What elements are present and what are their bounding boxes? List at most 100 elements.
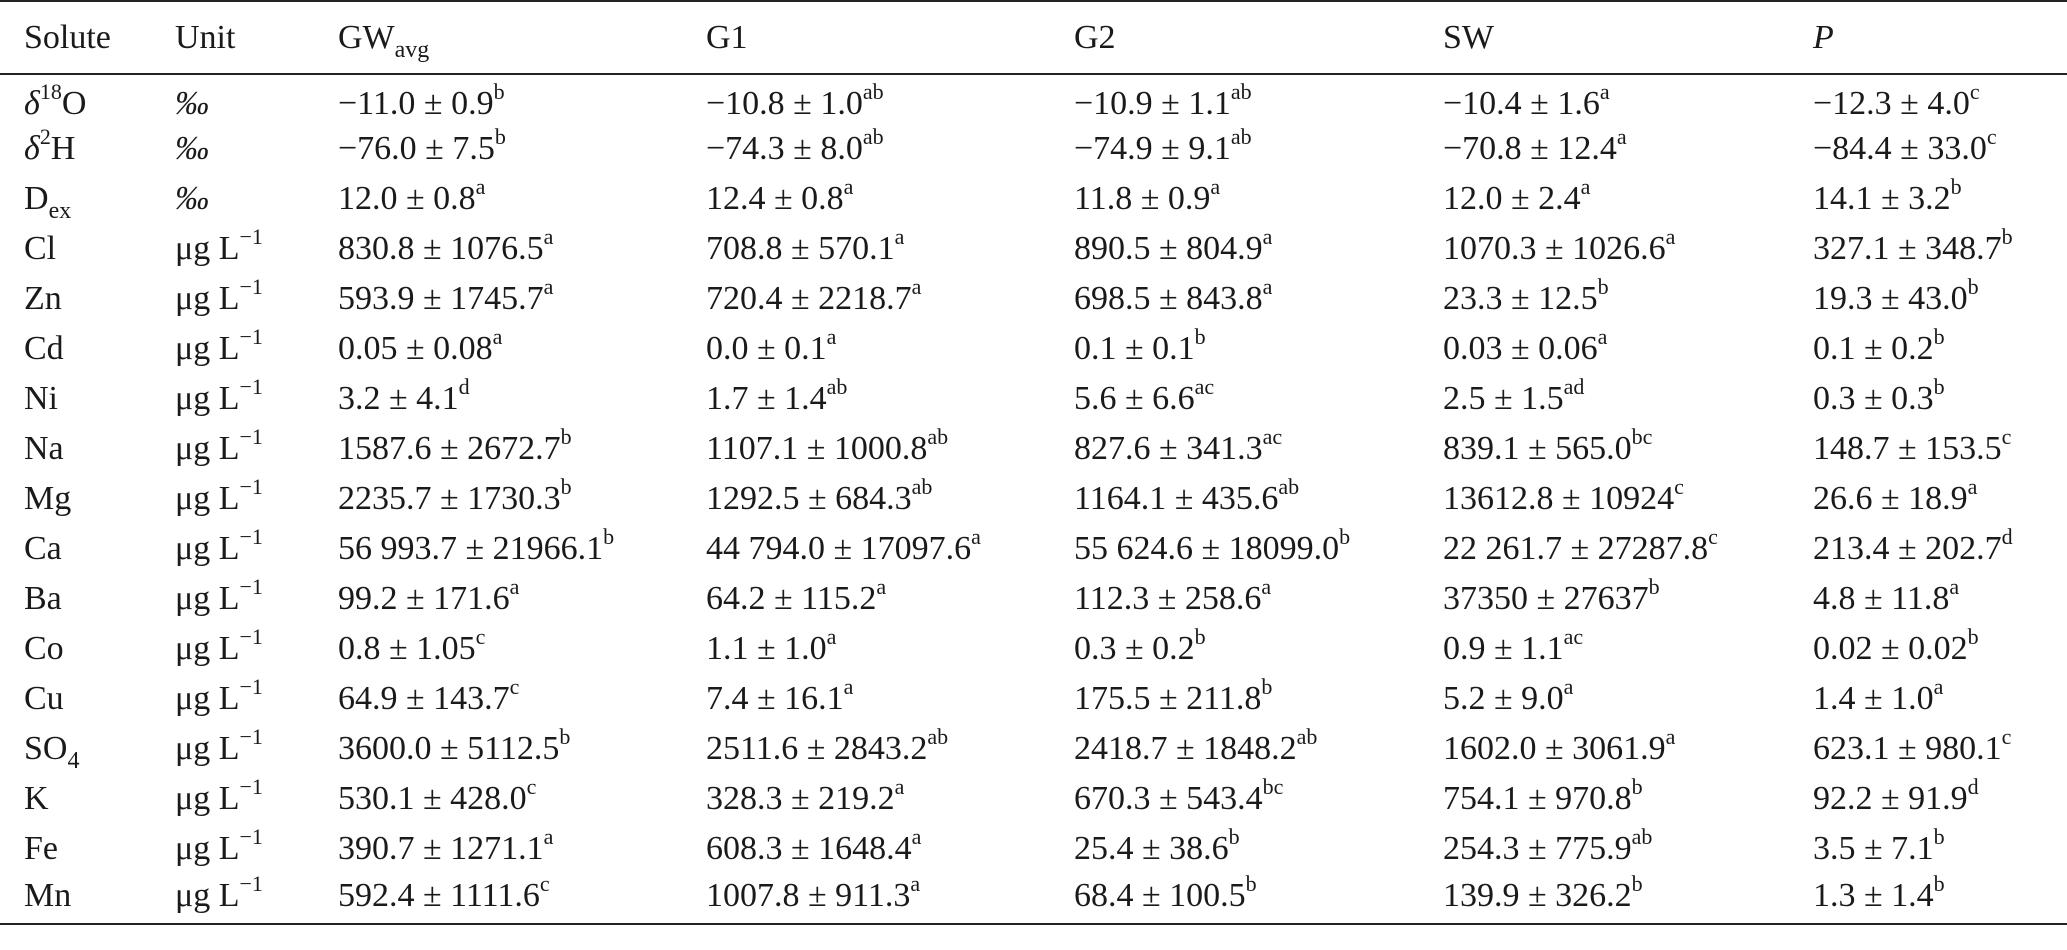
mean-sd-value: 5.2 ± 9.0 <box>1443 680 1564 717</box>
value-cell-g2: −10.9 ± 1.1ab <box>1074 74 1443 124</box>
significance-letter: b <box>1933 374 1945 399</box>
mean-sd-value: 37350 ± 27637 <box>1443 580 1649 617</box>
table-row: Mn μg L−1 592.4 ± 1111.6c 1007.8 ± 911.3a 68… <box>0 872 2067 925</box>
significance-letter: a <box>1616 124 1627 149</box>
mean-sd-value: 1.7 ± 1.4 <box>706 380 827 417</box>
mean-sd-value: 112.3 ± 258.6 <box>1074 580 1262 617</box>
mean-sd-value: 1164.1 ± 435.6 <box>1074 480 1279 517</box>
column-header-g2: G2 <box>1074 0 1443 75</box>
unit-label: μg L <box>175 680 240 717</box>
value-cell-g2: 68.4 ± 100.5b <box>1074 872 1443 925</box>
unit-label: μg L <box>175 730 240 767</box>
value-cell-g2: 670.3 ± 543.4bc <box>1074 774 1443 824</box>
solute-isotope-mass: 2 <box>39 124 51 149</box>
table-row: Co μg L−1 0.8 ± 1.05c 1.1 ± 1.0a 0.3 ± 0.2b 0… <box>0 624 2067 674</box>
solute-symbol: Cu <box>24 680 64 717</box>
mean-sd-value: 55 624.6 ± 18099.0 <box>1074 530 1340 567</box>
mean-sd-value: −84.4 ± 33.0 <box>1813 130 1987 167</box>
value-cell-gw-avg: 2235.7 ± 1730.3b <box>338 474 706 524</box>
significance-letter: a <box>1261 574 1272 599</box>
unit-exponent: −1 <box>239 224 263 249</box>
mean-sd-value: 593.9 ± 1745.7 <box>338 280 544 317</box>
solute-cell: Na <box>0 424 175 474</box>
unit-exponent: −1 <box>239 474 263 499</box>
significance-letter: b <box>1194 324 1206 349</box>
mean-sd-value: 68.4 ± 100.5 <box>1074 876 1246 914</box>
significance-letter: a <box>475 174 486 199</box>
value-cell-g1: 44 794.0 ± 17097.6a <box>706 524 1074 574</box>
value-cell-gw-avg: 0.05 ± 0.08a <box>338 324 706 374</box>
mean-sd-value: 1602.0 ± 3061.9 <box>1443 730 1666 767</box>
significance-letter: d <box>458 374 470 399</box>
value-cell-g2: 890.5 ± 804.9a <box>1074 224 1443 274</box>
solute-cell: Cu <box>0 674 175 724</box>
unit-exponent: −1 <box>239 324 263 349</box>
significance-letter: b <box>1194 624 1206 649</box>
unit-label: μg L <box>175 230 240 267</box>
mean-sd-value: 56 993.7 ± 21966.1 <box>338 530 604 567</box>
mean-sd-value: 213.4 ± 202.7 <box>1813 530 2002 567</box>
mean-sd-value: 0.9 ± 1.1 <box>1443 630 1564 667</box>
mean-sd-value: 26.6 ± 18.9 <box>1813 480 1968 517</box>
significance-letter: a <box>1580 174 1591 199</box>
mean-sd-value: 25.4 ± 38.6 <box>1074 830 1229 867</box>
solute-element: O <box>61 84 87 122</box>
value-cell-sw: 5.2 ± 9.0a <box>1443 674 1813 724</box>
significance-letter: a <box>543 224 554 249</box>
significance-letter: a <box>1599 78 1610 104</box>
solute-symbol: Ni <box>24 380 58 417</box>
mean-sd-value: 670.3 ± 543.4 <box>1074 780 1263 817</box>
solute-cell: Mg <box>0 474 175 524</box>
column-header-label: G1 <box>706 18 748 56</box>
significance-letter: a <box>894 224 905 249</box>
mean-sd-value: 2511.6 ± 2843.2 <box>706 730 928 767</box>
column-header-label: Solute <box>24 18 111 56</box>
significance-letter: b <box>1261 674 1273 699</box>
column-header-solute: Solute <box>0 0 175 75</box>
significance-letter: a <box>1563 674 1574 699</box>
significance-letter: b <box>560 424 572 449</box>
mean-sd-value: −10.8 ± 1.0 <box>706 84 863 122</box>
mean-sd-value: 148.7 ± 153.5 <box>1813 430 2002 467</box>
value-cell-p: 26.6 ± 18.9a <box>1813 474 2067 524</box>
mean-sd-value: 11.8 ± 0.9 <box>1074 180 1211 217</box>
significance-letter: a <box>876 574 887 599</box>
mean-sd-value: 0.0 ± 0.1 <box>706 330 827 367</box>
mean-sd-value: 530.1 ± 428.0 <box>338 780 527 817</box>
value-cell-g1: 720.4 ± 2218.7a <box>706 274 1074 324</box>
significance-letter: ab <box>1230 78 1252 104</box>
mean-sd-value: −11.0 ± 0.9 <box>338 84 494 122</box>
mean-sd-value: −74.3 ± 8.0 <box>706 130 863 167</box>
unit-cell: μg L−1 <box>175 274 338 324</box>
solute-isotope-mass: 18 <box>39 78 62 104</box>
solute-symbol: SO <box>24 730 68 767</box>
solute-symbol: Mg <box>24 480 72 517</box>
unit-exponent: −1 <box>239 274 263 299</box>
value-cell-g2: 5.6 ± 6.6ac <box>1074 374 1443 424</box>
significance-letter: a <box>843 174 854 199</box>
value-cell-p: 213.4 ± 202.7d <box>1813 524 2067 574</box>
mean-sd-value: 14.1 ± 3.2 <box>1813 180 1951 217</box>
value-cell-g1: 7.4 ± 16.1a <box>706 674 1074 724</box>
significance-letter: a <box>826 624 837 649</box>
value-cell-sw: 0.9 ± 1.1ac <box>1443 624 1813 674</box>
unit-cell: μg L−1 <box>175 624 338 674</box>
mean-sd-value: 1.1 ± 1.0 <box>706 630 827 667</box>
mean-sd-value: −12.3 ± 4.0 <box>1813 84 1970 122</box>
significance-letter: b <box>1933 824 1945 849</box>
mean-sd-value: 890.5 ± 804.9 <box>1074 230 1263 267</box>
solute-cell: Dex <box>0 174 175 224</box>
mean-sd-value: 0.02 ± 0.02 <box>1813 630 1968 667</box>
mean-sd-value: 13612.8 ± 10924 <box>1443 480 1675 517</box>
value-cell-sw: 1602.0 ± 3061.9a <box>1443 724 1813 774</box>
value-cell-p: 623.1 ± 980.1c <box>1813 724 2067 774</box>
value-cell-sw: 23.3 ± 12.5b <box>1443 274 1813 324</box>
mean-sd-value: 608.3 ± 1648.4 <box>706 830 912 867</box>
mean-sd-value: 12.4 ± 0.8 <box>706 180 844 217</box>
significance-letter: ad <box>1563 374 1585 399</box>
mean-sd-value: 1292.5 ± 684.3 <box>706 480 912 517</box>
mean-sd-value: 1.4 ± 1.0 <box>1813 680 1934 717</box>
table-row: Na μg L−1 1587.6 ± 2672.7b 1107.1 ± 1000.8a… <box>0 424 2067 474</box>
value-cell-g1: 1.1 ± 1.0a <box>706 624 1074 674</box>
